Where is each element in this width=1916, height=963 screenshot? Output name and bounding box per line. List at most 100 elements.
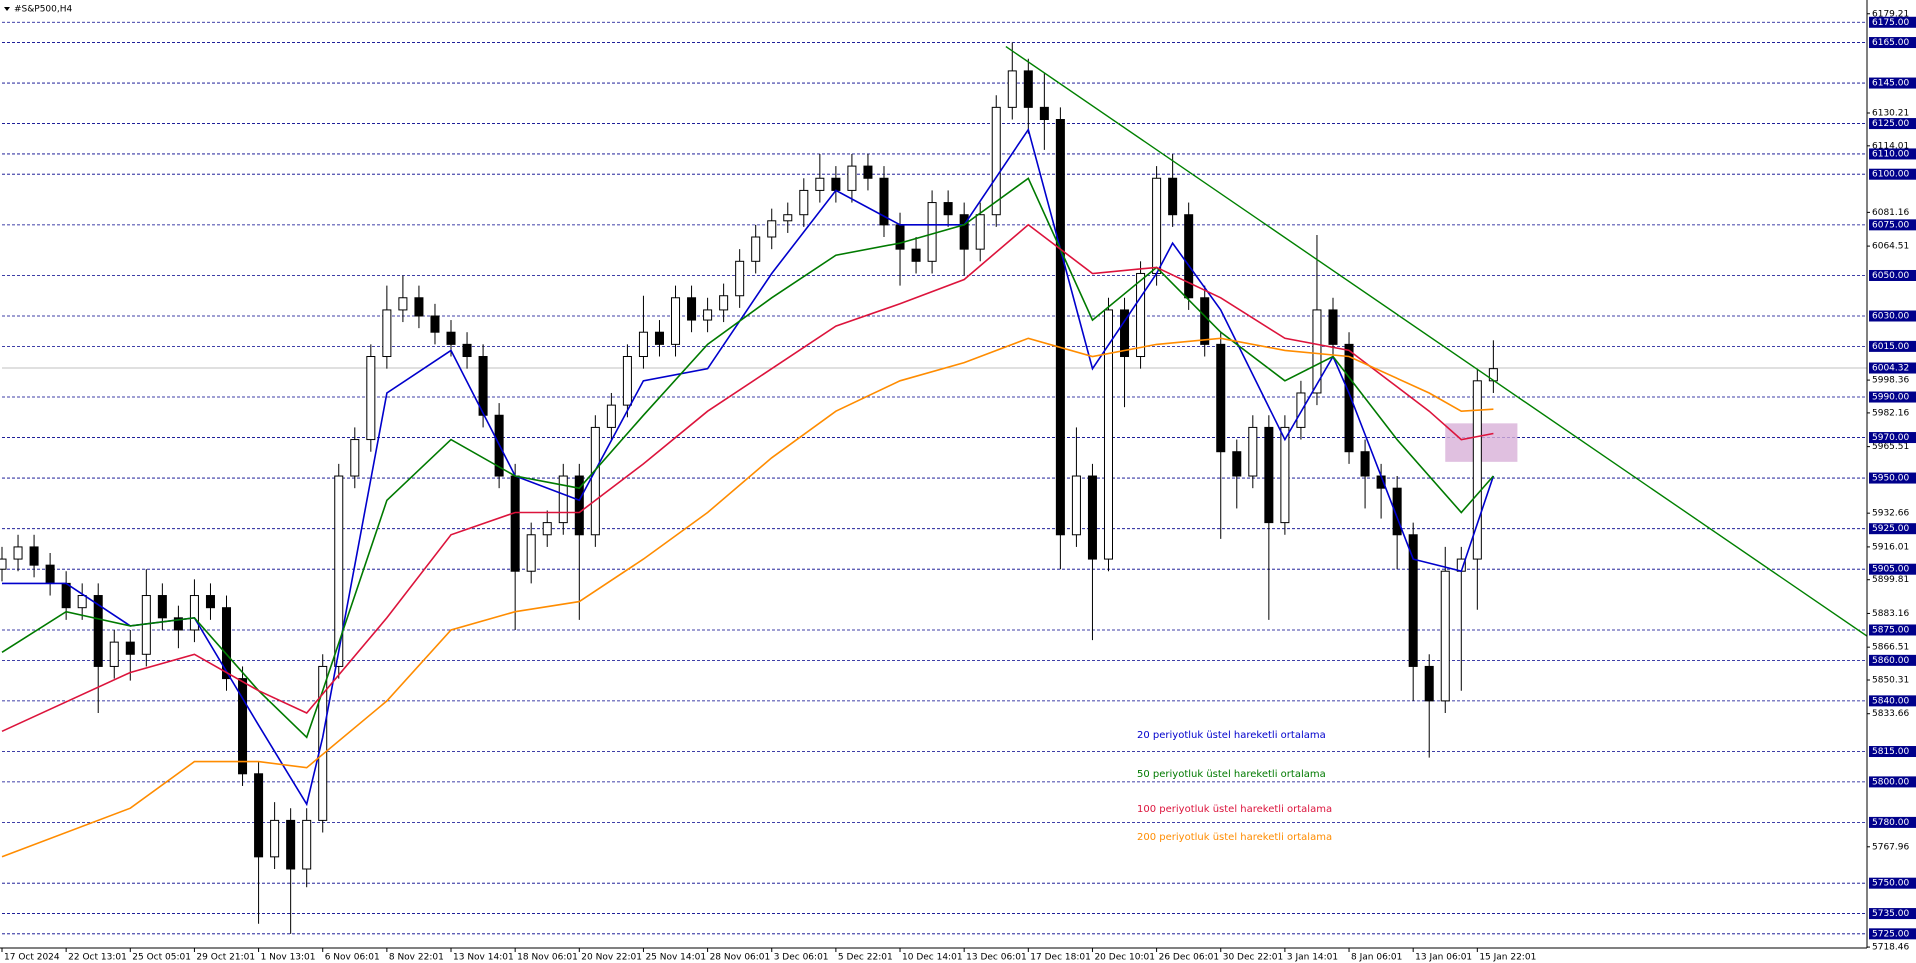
x-tick-label: 22 Oct 13:01 — [68, 953, 127, 963]
candle-body — [767, 220, 777, 238]
level-label: 5905.00 — [1872, 565, 1909, 575]
candle-body — [638, 331, 648, 358]
level-label: 5780.00 — [1872, 818, 1909, 828]
level-label: 6030.00 — [1872, 312, 1909, 322]
x-tick-label: 1 Nov 13:01 — [261, 953, 316, 963]
x-tick-label: 15 Jan 22:01 — [1479, 953, 1536, 963]
candle-body — [1055, 119, 1065, 536]
candle-body — [590, 426, 600, 536]
x-tick-label: 18 Nov 06:01 — [517, 953, 578, 963]
candle-body — [927, 202, 937, 262]
level-label: 5800.00 — [1872, 777, 1909, 787]
level-label-box — [1869, 746, 1916, 758]
x-tick-label: 3 Dec 06:01 — [774, 953, 829, 963]
candle-body — [414, 297, 424, 317]
level-label-box — [1869, 219, 1916, 231]
y-tick-label: 5932.66 — [1872, 509, 1909, 519]
candle-body — [173, 617, 183, 631]
candle-body — [606, 404, 616, 428]
candle-body — [943, 202, 953, 216]
candle-body — [558, 475, 568, 524]
candle-body — [189, 595, 199, 631]
candle-body — [478, 356, 488, 416]
candle-body — [61, 582, 71, 609]
level-label: 6145.00 — [1872, 79, 1909, 89]
candle-body — [430, 315, 440, 333]
candle-body — [1216, 343, 1226, 453]
candle-body — [462, 343, 472, 358]
level-label-box — [1869, 168, 1916, 180]
y-tick-label: 6081.16 — [1872, 208, 1909, 218]
x-tick-label: 13 Jan 06:01 — [1415, 953, 1472, 963]
candle-body — [526, 534, 536, 572]
level-label: 5815.00 — [1872, 747, 1909, 757]
x-tick-label: 13 Dec 06:01 — [966, 953, 1027, 963]
candle-body — [1087, 475, 1097, 560]
candle-body — [1360, 451, 1370, 477]
level-label: 6175.00 — [1872, 18, 1909, 28]
candle-body — [1136, 272, 1146, 358]
candle-body — [542, 522, 552, 536]
y-tick-label: 5866.51 — [1872, 643, 1909, 653]
y-tick-label: 6179.21 — [1872, 9, 1909, 19]
level-label-box — [1869, 148, 1916, 160]
y-tick-label: 5767.96 — [1872, 842, 1909, 852]
candle-body — [1472, 380, 1482, 560]
candle-body — [687, 297, 697, 321]
x-tick-label: 25 Nov 14:01 — [645, 953, 706, 963]
level-label: 6015.00 — [1872, 342, 1909, 352]
candle-body — [1424, 665, 1434, 702]
candle-body — [254, 773, 264, 858]
candle-body — [879, 177, 889, 226]
level-label-box — [1869, 908, 1916, 920]
level-label-box — [1869, 816, 1916, 828]
level-label: 5860.00 — [1872, 656, 1909, 666]
x-tick-label: 28 Nov 06:01 — [710, 953, 771, 963]
ema-line — [1, 337, 1494, 858]
candle-body — [45, 564, 55, 584]
candle-body — [815, 177, 825, 191]
candle-body — [205, 595, 215, 609]
candle-body — [157, 595, 167, 619]
x-tick-label: 20 Dec 10:01 — [1094, 953, 1155, 963]
candle-body — [959, 214, 969, 250]
marks-layer — [0, 42, 1868, 934]
x-tick-label: 26 Dec 06:01 — [1159, 953, 1220, 963]
legend-entry: 50 periyotluk üstel hareketli ortalama — [1137, 769, 1326, 780]
y-tick-label: 5965.51 — [1872, 442, 1909, 452]
candle-body — [1039, 106, 1049, 121]
level-label: 6165.00 — [1872, 38, 1909, 48]
level-label: 5750.00 — [1872, 879, 1909, 889]
title-arrow — [4, 7, 10, 11]
price-label-box — [1869, 362, 1916, 374]
candle-body — [975, 214, 985, 250]
candle-body — [1344, 343, 1354, 453]
candle-body — [510, 475, 520, 572]
candle-body — [125, 641, 135, 655]
level-label: 6050.00 — [1872, 271, 1909, 281]
y-tick-label: 5833.66 — [1872, 709, 1909, 719]
level-label-box — [1869, 624, 1916, 636]
x-tick-label: 8 Jan 06:01 — [1351, 953, 1402, 963]
level-label: 5970.00 — [1872, 433, 1909, 443]
candle-body — [1312, 309, 1322, 394]
candle-body — [1440, 570, 1450, 702]
level-label-box — [1869, 16, 1916, 28]
level-label: 5725.00 — [1872, 929, 1909, 939]
level-label-box — [1869, 654, 1916, 666]
candle-body — [350, 439, 360, 477]
candle-body — [574, 475, 584, 536]
price-label: 6004.32 — [1872, 364, 1909, 374]
level-label: 5950.00 — [1872, 474, 1909, 484]
candle-body — [77, 595, 87, 609]
x-tick-label: 25 Oct 05:01 — [132, 953, 191, 963]
level-label: 6100.00 — [1872, 170, 1909, 180]
trendline — [1005, 46, 1868, 637]
x-tick-label: 30 Dec 22:01 — [1223, 953, 1284, 963]
candle-body — [622, 356, 632, 406]
level-label-box — [1869, 340, 1916, 352]
candle-body — [799, 189, 809, 216]
y-tick-label: 5718.46 — [1872, 943, 1909, 953]
